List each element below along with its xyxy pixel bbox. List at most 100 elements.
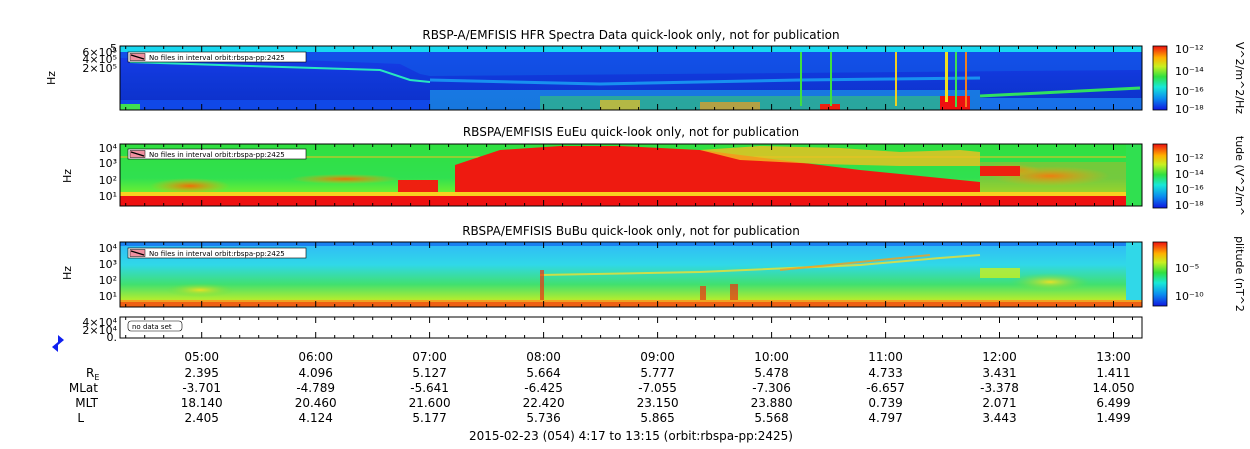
ephemeris-value: -6.657	[866, 381, 905, 395]
ephemeris-value: 14.050	[1093, 381, 1135, 395]
empty-yticks: 4×10⁴ 2×10⁴ 0.	[82, 316, 117, 344]
ephemeris-value: 23.880	[751, 396, 793, 410]
ephemeris-value: 4.124	[299, 411, 333, 425]
hfr-title: RBSP-A/EMFISIS HFR Spectra Data quick-lo…	[422, 28, 839, 42]
time-tick-label: 05:00	[184, 350, 219, 364]
hfr-ytick: 4×10⁵	[82, 53, 117, 66]
ephemeris-value: -3.701	[182, 381, 221, 395]
ephemeris-value: 5.664	[526, 366, 560, 380]
hfr-colorbar: 10⁻¹² 10⁻¹⁴ 10⁻¹⁶ 10⁻¹⁸ V^2/m^2/Hz	[1152, 42, 1246, 116]
bubu-colorbar: 10⁻⁵ 10⁻¹⁰ plitude (nT^2	[1152, 236, 1246, 312]
bubu-cbar-tick: 10⁻¹⁰	[1175, 290, 1204, 303]
ephemeris-row-label: L	[77, 411, 84, 425]
hfr-legend-text: No files in interval orbit:rbspa-pp:2425	[149, 54, 285, 62]
ephemeris-row-mlat: MLat -3.701 -4.789 -5.641 -6.425 -7.055 …	[69, 381, 1135, 395]
eueu-cbar-tick: 10⁻¹²	[1175, 152, 1204, 165]
eueu-legend: No files in interval orbit:rbspa-pp:2425	[127, 148, 307, 160]
time-axis-ticks	[125, 46, 1133, 338]
ephemeris-value: 5.777	[640, 366, 674, 380]
eueu-cbar-tick: 10⁻¹⁴	[1175, 168, 1204, 181]
ephemeris-row-label: MLat	[69, 381, 98, 395]
time-tick-label: 10:00	[754, 350, 789, 364]
ephemeris-value: -4.789	[296, 381, 335, 395]
bubu-ylabel: Hz	[61, 266, 74, 280]
bubu-cbar-tick: 10⁻⁵	[1175, 262, 1199, 275]
ephemeris-value: 23.150	[637, 396, 679, 410]
bubu-spectrogram	[120, 242, 1142, 307]
empty-ytick: 2×10⁴	[82, 324, 117, 337]
ephemeris-row-re: RE 2.395 4.096 5.127 5.664 5.777 5.478 4…	[86, 366, 1131, 382]
eueu-ytick: 10¹	[99, 190, 117, 203]
ephemeris-value: 1.411	[1096, 366, 1130, 380]
bubu-title: RBSPA/EMFISIS BuBu quick-look only, not …	[462, 224, 800, 238]
ephemeris-value: -7.306	[752, 381, 791, 395]
hfr-cbar-tick: 10⁻¹⁶	[1175, 85, 1204, 98]
ephemeris-value: 2.071	[982, 396, 1016, 410]
ephemeris-value: 4.797	[868, 411, 902, 425]
previous-arrow-icon[interactable]	[52, 342, 58, 352]
ephemeris-table: 05:00 06:00 07:00 08:00 09:00 10:00 11:0…	[69, 350, 1135, 425]
bubu-legend: No files in interval orbit:rbspa-pp:2425	[127, 247, 307, 259]
ephemeris-value: 5.127	[412, 366, 446, 380]
bubu-ytick: 10²	[99, 274, 117, 287]
ephemeris-value: -7.055	[638, 381, 677, 395]
panel-empty: no data set 4×10⁴ 2×10⁴ 0.	[52, 316, 1143, 352]
bubu-yticks: 10⁴ 10³ 10² 10¹	[99, 242, 118, 303]
eueu-cbar-tick: 10⁻¹⁶	[1175, 183, 1204, 196]
eueu-title: RBSPA/EMFISIS EuEu quick-look only, not …	[463, 125, 799, 139]
ephemeris-row-l: L 2.405 4.124 5.177 5.736 5.865 5.568 4.…	[77, 411, 1130, 425]
hfr-colorbar-ticks: 10⁻¹² 10⁻¹⁴ 10⁻¹⁶ 10⁻¹⁸	[1175, 43, 1204, 116]
eueu-ytick: 10⁴	[99, 142, 118, 155]
ephemeris-value: 0.739	[868, 396, 902, 410]
bubu-legend-text: No files in interval orbit:rbspa-pp:2425	[149, 250, 285, 258]
hfr-ytick: 6×10⁵	[82, 46, 117, 59]
next-arrow-icon[interactable]	[58, 335, 64, 345]
eueu-ylabel: Hz	[61, 169, 74, 183]
ephemeris-value: 3.443	[982, 411, 1016, 425]
eueu-yticks: 10⁴ 10³ 10² 10¹	[99, 142, 118, 203]
time-tick-label: 08:00	[526, 350, 561, 364]
time-tick-label: 06:00	[298, 350, 333, 364]
ephemeris-value: 5.865	[640, 411, 674, 425]
hfr-cbar-tick: 10⁻¹⁸	[1175, 103, 1204, 116]
ephemeris-row-mlt: MLT 18.140 20.460 21.600 22.420 23.150 2…	[75, 396, 1130, 410]
time-tick-label: 07:00	[412, 350, 447, 364]
ephemeris-value: -6.425	[524, 381, 563, 395]
ephemeris-value: -5.641	[410, 381, 449, 395]
ephemeris-value: 2.405	[185, 411, 219, 425]
hfr-cbar-tick: 10⁻¹⁴	[1175, 65, 1204, 78]
empty-ytick: 4×10⁴	[82, 316, 117, 329]
ephemeris-value: 5.568	[754, 411, 788, 425]
time-tick-label: 12:00	[982, 350, 1017, 364]
ephemeris-value: 5.177	[412, 411, 446, 425]
empty-ytick: 0.	[107, 331, 118, 344]
empty-legend: no data set	[127, 320, 183, 332]
hfr-colorbar-label: V^2/m^2/Hz	[1233, 42, 1246, 114]
hfr-spectrogram	[120, 46, 1142, 110]
ephemeris-value: 4.733	[868, 366, 902, 380]
ephemeris-value: 2.395	[185, 366, 219, 380]
eueu-colorbar: 10⁻¹² 10⁻¹⁴ 10⁻¹⁶ 10⁻¹⁸ tude (V^2/m^	[1152, 136, 1246, 216]
time-tick-label: 11:00	[868, 350, 903, 364]
panel-eueu: RBSPA/EMFISIS EuEu quick-look only, not …	[61, 125, 1246, 216]
ephemeris-value: 6.499	[1096, 396, 1130, 410]
ephemeris-row-label: RE	[86, 366, 99, 382]
bubu-ytick: 10¹	[99, 290, 117, 303]
hfr-legend: No files in interval orbit:rbspa-pp:2425	[127, 51, 307, 63]
eueu-legend-text: No files in interval orbit:rbspa-pp:2425	[149, 151, 285, 159]
ephemeris-value: 4.096	[299, 366, 333, 380]
hfr-ytick: 2×10⁵	[82, 62, 117, 75]
time-tick-label: 09:00	[640, 350, 675, 364]
eueu-ytick: 10³	[99, 157, 117, 170]
ephemeris-value: 18.140	[181, 396, 223, 410]
footer-date-range: 2015-02-23 (054) 4:17 to 13:15 (orbit:rb…	[469, 429, 793, 443]
ephemeris-value: 5.478	[754, 366, 788, 380]
time-tick-labels: 05:00 06:00 07:00 08:00 09:00 10:00 11:0…	[184, 350, 1130, 364]
eueu-colorbar-label: tude (V^2/m^	[1233, 136, 1246, 216]
eueu-colorbar-ticks: 10⁻¹² 10⁻¹⁴ 10⁻¹⁶ 10⁻¹⁸	[1175, 152, 1204, 212]
ephemeris-value: 22.420	[523, 396, 565, 410]
empty-legend-text: no data set	[132, 323, 172, 331]
bubu-ytick: 10³	[99, 258, 117, 271]
ephemeris-value: 3.431	[982, 366, 1016, 380]
